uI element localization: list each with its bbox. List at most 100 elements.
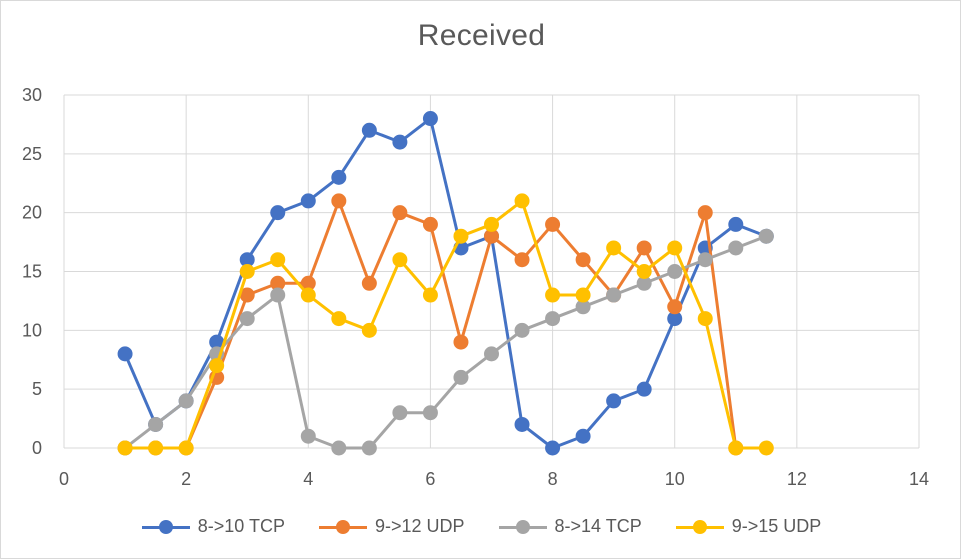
data-point [422,216,438,232]
data-point [514,193,530,209]
data-point [667,264,683,279]
y-tick-label: 15 [22,262,42,282]
data-point [300,428,316,444]
y-tick-label: 30 [22,85,42,105]
y-tick-label: 5 [32,379,42,399]
data-point [239,264,255,279]
data-point [270,287,286,303]
data-point [545,440,561,456]
series-4 [117,193,774,456]
data-point [392,252,408,268]
legend-label: 9->12 UDP [374,516,465,536]
data-point [392,205,408,221]
data-point [361,122,377,138]
data-point [697,252,713,268]
data-point [484,216,499,232]
data-point [758,228,774,244]
legend-label: 9->15 UDP [731,516,822,536]
legend-label: 8->14 TCP [554,516,642,536]
legend-item: 8->14 TCP [498,516,642,537]
x-tick-label: 6 [425,469,435,489]
legend-item: 9->15 UDP [675,516,822,537]
y-tick-label: 0 [32,438,42,458]
data-point [575,252,591,268]
data-point [117,346,133,362]
data-point [300,287,316,303]
data-point [545,287,561,303]
data-point [422,287,438,303]
data-point [270,205,286,221]
data-point [606,287,622,303]
legend-label: 8->10 TCP [197,516,285,536]
data-point [514,322,530,338]
series-line [125,199,767,450]
x-tick-label: 8 [548,469,558,489]
data-point [728,240,744,256]
y-tick-label: 25 [22,144,42,164]
data-point [453,228,469,244]
legend-marker [141,519,190,535]
data-point [728,216,744,232]
data-point [453,369,469,385]
data-point [575,428,591,444]
data-point [697,205,713,221]
data-point [392,405,408,421]
x-tick-label: 14 [909,469,929,489]
x-tick-label: 4 [303,469,313,489]
data-point [239,311,255,327]
data-point [361,440,377,456]
data-point [422,111,438,127]
data-point [422,405,438,421]
data-point [178,440,194,456]
data-point [636,381,652,397]
data-point [728,440,744,456]
data-point [270,252,286,268]
data-point [545,311,561,327]
data-point [331,169,347,185]
data-point [758,440,774,456]
series-line [124,234,767,450]
legend-marker [318,519,367,535]
gridlines [63,94,920,449]
x-tick-label: 2 [181,469,191,489]
legend-item: 9->12 UDP [318,516,465,537]
legend: 8->10 TCP 9->12 UDP 8->14 TCP 9->15 UDP [1,516,961,537]
data-point [361,275,377,291]
data-point [606,393,622,409]
data-point [636,264,652,279]
data-point [148,416,164,432]
y-tick-label: 20 [22,203,42,223]
x-tick-label: 10 [665,469,685,489]
series-line [123,117,767,450]
data-point [331,193,347,209]
data-point [361,322,377,338]
data-point [484,346,499,362]
data-point [392,134,408,150]
data-point [148,440,164,456]
data-point [575,287,591,303]
data-point [545,216,561,232]
data-point [331,311,347,327]
data-point [667,299,683,315]
x-tick-label: 0 [59,469,69,489]
x-tick-label: 12 [787,469,807,489]
data-point [178,393,194,409]
data-point [636,240,652,256]
legend-marker [675,519,724,535]
data-point [117,440,133,456]
data-point [300,193,316,209]
legend-item: 8->10 TCP [141,516,285,537]
data-point [331,440,347,456]
data-point [514,416,530,432]
data-point [606,240,622,256]
legend-marker [498,519,547,535]
data-point [453,334,469,350]
data-point [697,311,713,327]
data-point [209,358,225,374]
data-point [667,240,683,256]
data-point [514,252,530,268]
y-tick-label: 10 [22,320,42,340]
chart-title: Received [417,19,546,52]
